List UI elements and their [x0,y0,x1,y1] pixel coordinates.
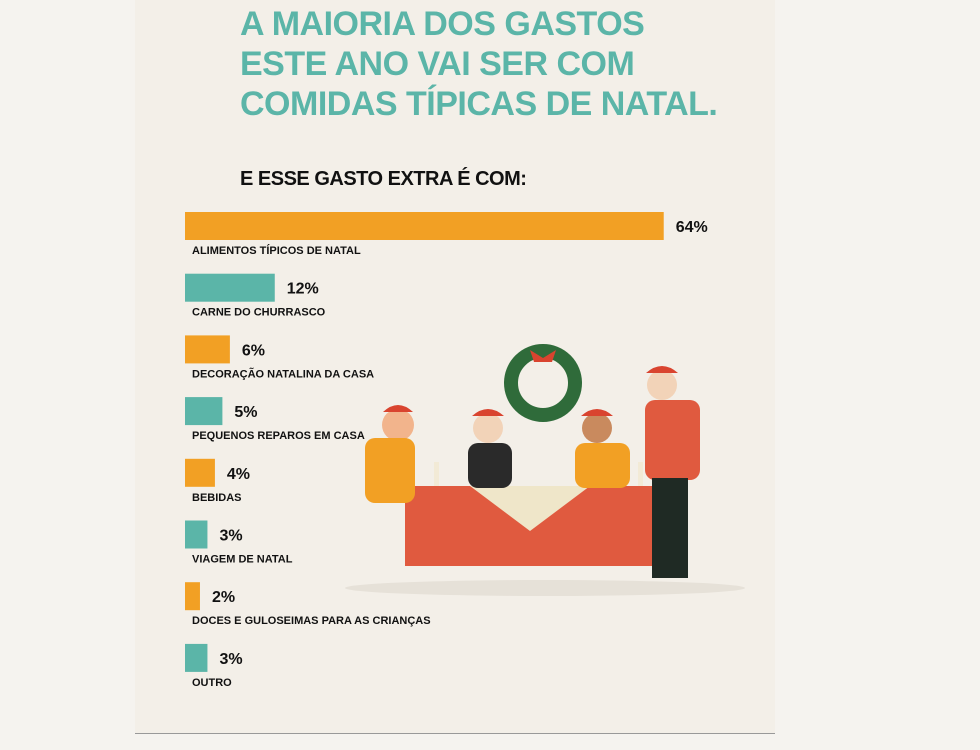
category-label: BEBIDAS [192,492,242,504]
category-label: VIAGEM DE NATAL [192,554,293,566]
bar [185,335,230,364]
bar [185,273,275,302]
bar [185,212,664,240]
category-label: CARNE DO CHURRASCO [192,307,326,319]
value-label: 64% [676,219,708,236]
value-label: 3% [219,528,242,545]
panel [135,0,775,734]
value-label: 12% [287,281,319,298]
value-label: 5% [234,404,257,421]
category-label: DOCES E GULOSEIMAS PARA AS CRIANÇAS [192,615,431,627]
bar [185,397,223,426]
value-label: 6% [242,342,265,359]
bar [185,520,208,549]
bar [185,582,200,611]
bar [185,643,208,672]
illustration [345,344,745,596]
value-label: 3% [219,651,242,668]
category-label: DECORAÇÃO NATALINA DA CASA [192,367,374,380]
bar [185,458,215,487]
category-label: OUTRO [192,677,232,689]
chart-title: A MAIORIA DOS GASTOS ESTE ANO VAI SER CO… [240,5,718,123]
chart-subtitle: E ESSE GASTO EXTRA É COM: [240,168,527,190]
value-label: 4% [227,466,250,483]
value-label: 2% [212,589,235,606]
category-label: PEQUENOS REPAROS EM CASA [192,430,365,442]
category-label: ALIMENTOS TÍPICOS DE NATAL [192,244,361,257]
